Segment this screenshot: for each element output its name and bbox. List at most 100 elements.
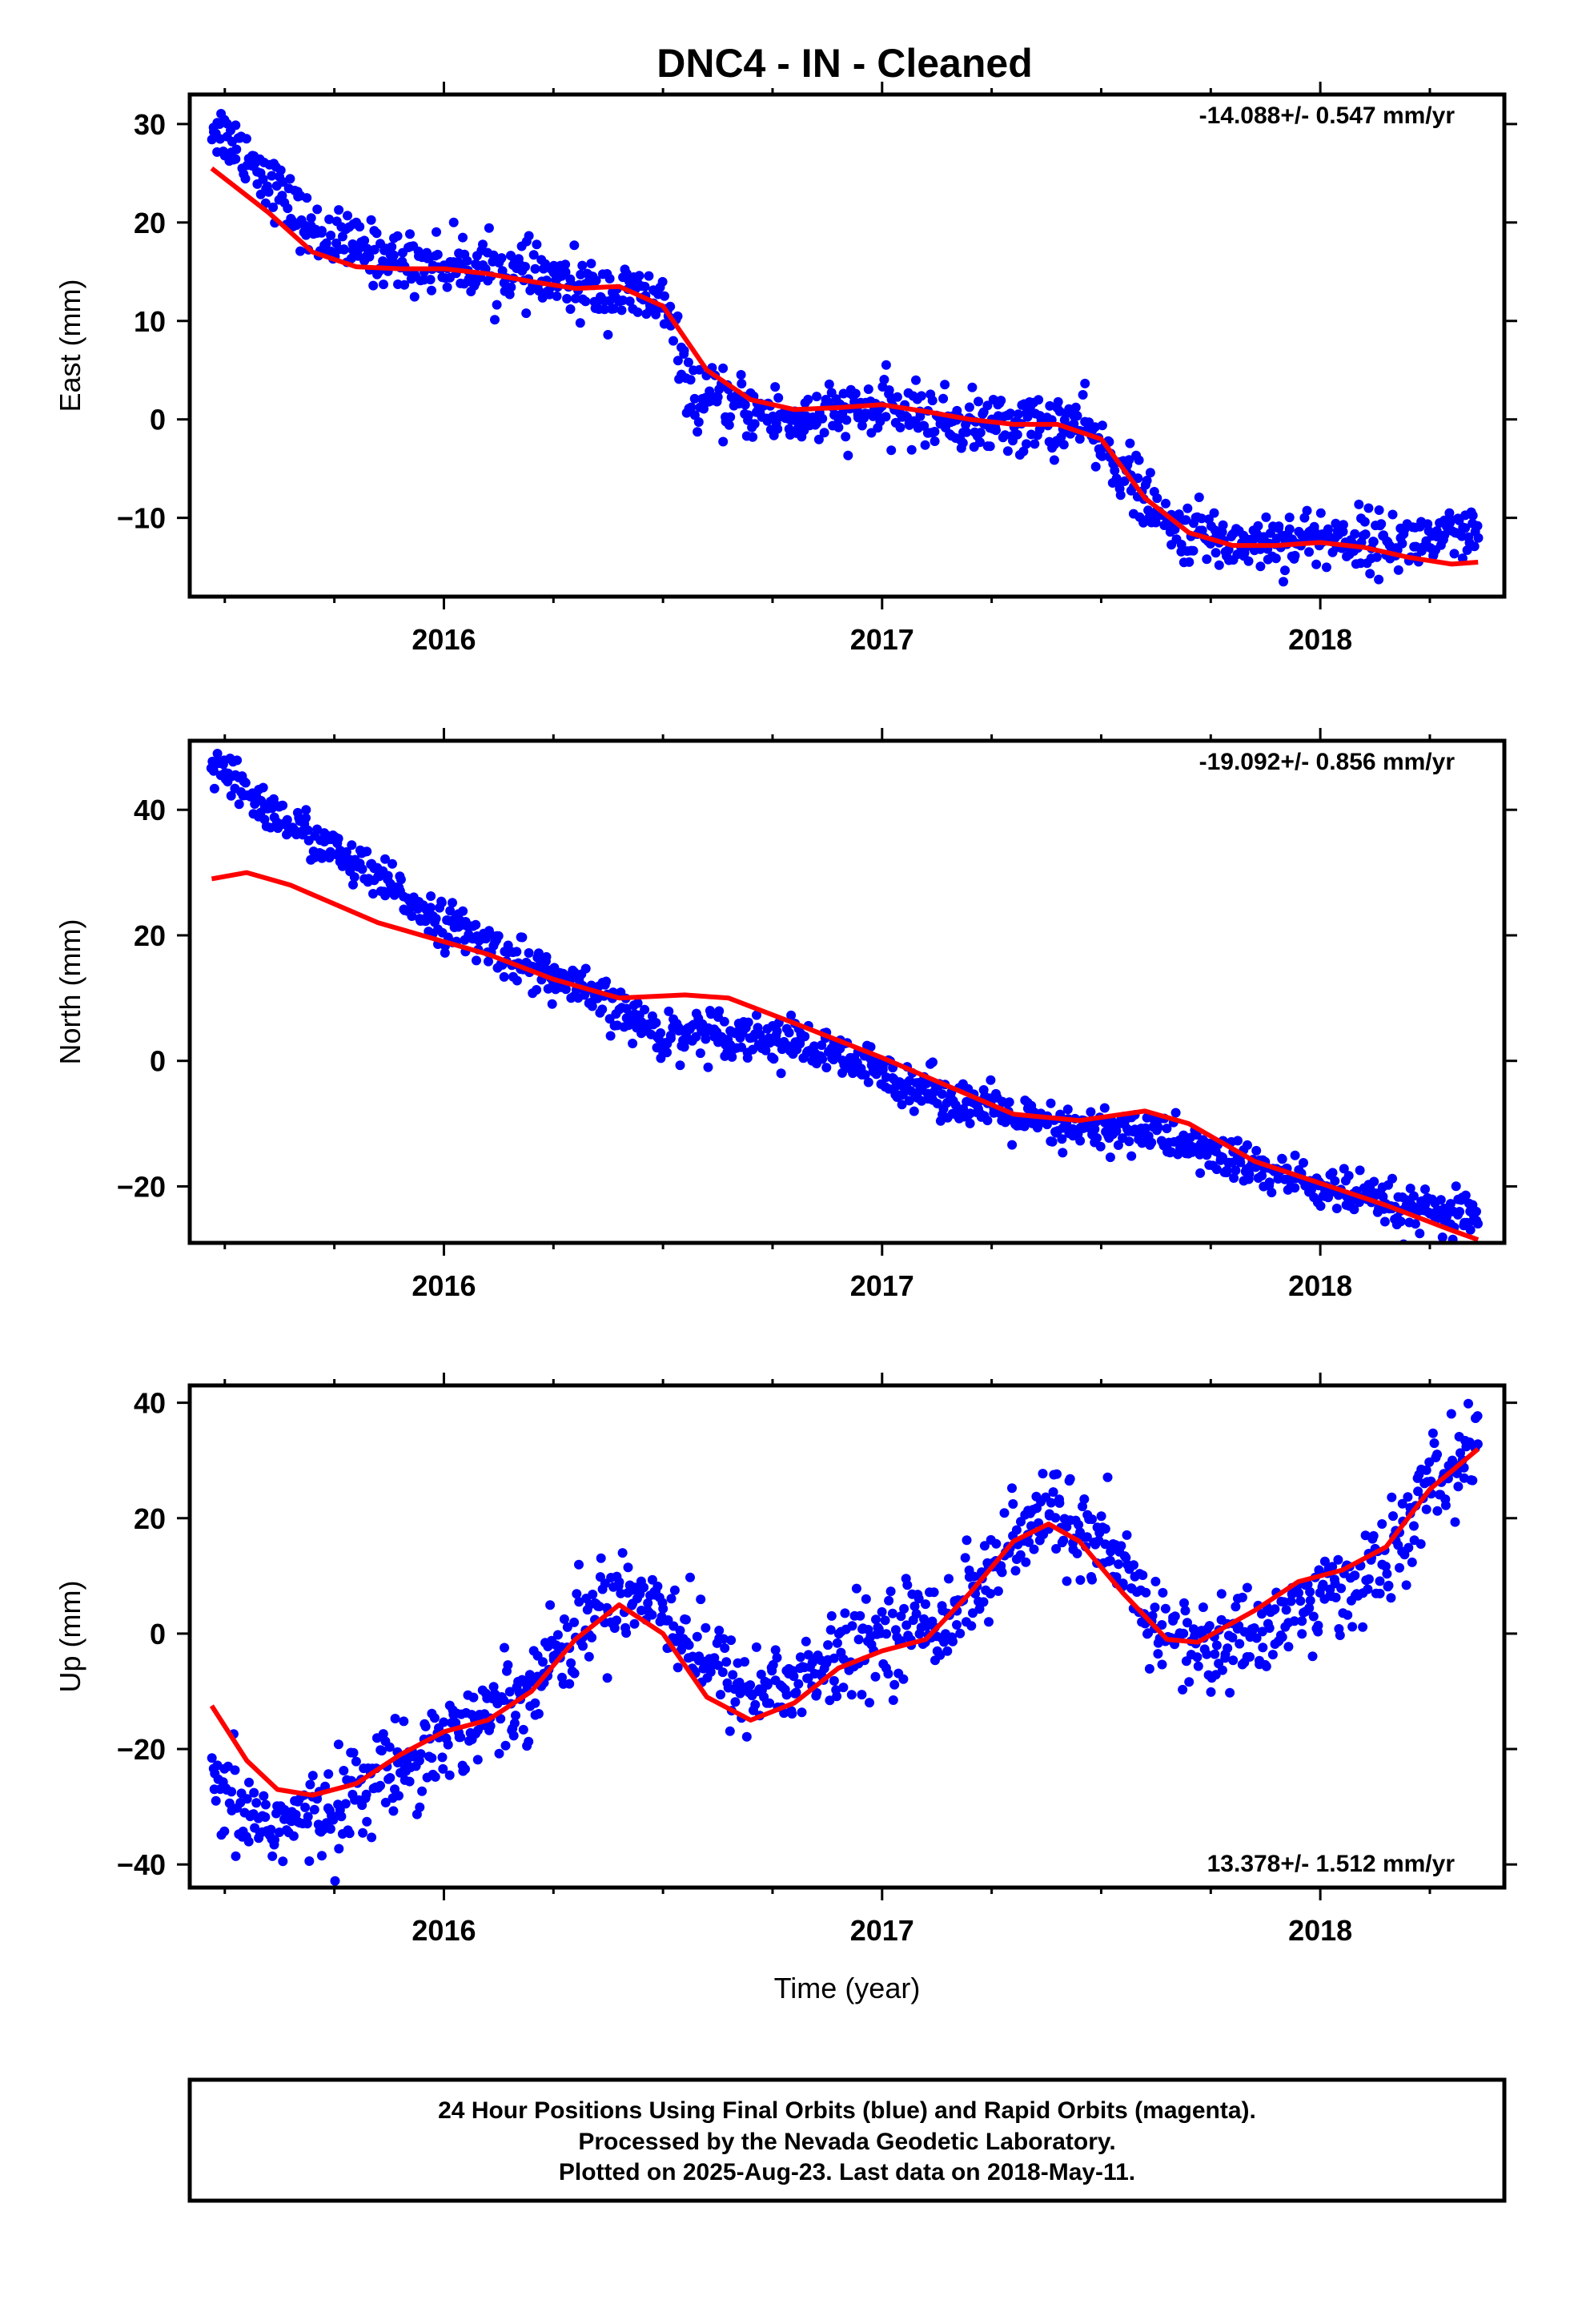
data-point — [1030, 439, 1040, 449]
x-tick-label: 2017 — [850, 1914, 914, 1947]
data-point — [1046, 1498, 1056, 1508]
data-point — [1473, 1219, 1483, 1229]
data-point — [1302, 505, 1312, 516]
data-point — [500, 1642, 509, 1653]
panel-3: 2016 2017 2018 −40 −20 0 20 40 Up (mm) Time (year… — [54, 1373, 1517, 2004]
rate-annotation: -19.092+/- 0.856 mm/yr — [1199, 749, 1456, 775]
data-point — [440, 947, 450, 958]
data-point — [427, 285, 436, 296]
data-point — [743, 410, 753, 420]
data-point — [1249, 1623, 1259, 1633]
data-point — [1380, 1562, 1391, 1571]
data-point — [437, 1752, 448, 1763]
data-point — [787, 1709, 797, 1719]
data-point — [1202, 554, 1212, 565]
data-point — [1360, 529, 1371, 540]
data-point — [817, 1040, 827, 1051]
data-point — [887, 1608, 897, 1618]
data-point — [662, 1047, 672, 1058]
data-point — [664, 1006, 674, 1016]
data-point — [552, 291, 562, 301]
data-point — [826, 1610, 837, 1621]
data-point — [369, 244, 379, 255]
data-point — [1304, 547, 1314, 557]
data-point — [362, 1816, 372, 1827]
data-point — [1286, 1596, 1296, 1606]
data-point — [975, 428, 986, 438]
data-point — [1455, 1207, 1465, 1216]
data-point — [1051, 1544, 1062, 1554]
data-point — [853, 1634, 864, 1645]
data-point — [520, 262, 530, 271]
panel-1: 2016 2017 2018 −10 0 10 20 30 East (mm) -14.088+/… — [54, 82, 1517, 656]
data-point — [975, 437, 985, 448]
data-point — [673, 356, 683, 366]
data-point — [348, 879, 358, 890]
data-point — [504, 289, 515, 300]
data-point — [399, 1716, 409, 1727]
data-point — [881, 1629, 892, 1639]
data-point — [966, 1621, 977, 1631]
data-point — [1363, 1574, 1374, 1584]
data-point — [639, 1582, 649, 1593]
data-point — [855, 1610, 865, 1621]
data-point — [904, 1096, 914, 1106]
data-point — [857, 420, 867, 431]
data-point — [333, 834, 343, 844]
data-point — [493, 931, 504, 941]
y-tick-label: 0 — [150, 404, 166, 436]
data-point — [1307, 1651, 1318, 1662]
data-point — [1102, 1472, 1113, 1482]
data-point — [791, 1687, 801, 1698]
data-point — [249, 1787, 259, 1798]
data-point — [884, 1595, 894, 1606]
data-point — [1257, 1609, 1267, 1619]
data-point — [303, 825, 313, 835]
data-point — [530, 1698, 540, 1708]
data-point — [605, 1031, 616, 1041]
data-point — [376, 1746, 387, 1756]
x-tick-label: 2016 — [412, 1914, 476, 1947]
data-point — [1024, 1537, 1034, 1547]
data-point — [569, 1617, 580, 1627]
data-point — [383, 870, 393, 881]
data-point — [379, 279, 388, 290]
data-point — [1004, 1097, 1014, 1108]
data-point — [274, 1827, 284, 1837]
data-point — [600, 304, 610, 315]
data-point — [1244, 1169, 1255, 1180]
data-point — [1110, 465, 1120, 476]
data-point — [617, 1548, 628, 1558]
data-point — [1225, 1687, 1235, 1698]
data-point — [652, 1581, 663, 1591]
data-point — [1369, 1176, 1379, 1187]
data-point — [847, 1621, 857, 1631]
data-point — [609, 304, 619, 314]
y-tick-label: 40 — [134, 1387, 166, 1420]
data-point — [1253, 521, 1263, 531]
data-point — [438, 1763, 448, 1774]
data-point — [824, 379, 834, 389]
data-point — [651, 1018, 661, 1028]
data-point — [958, 438, 968, 448]
data-point — [964, 402, 974, 412]
data-point — [1305, 1586, 1315, 1597]
data-point — [359, 235, 370, 246]
data-point — [713, 1660, 723, 1671]
data-point — [749, 419, 760, 429]
data-point — [415, 1802, 425, 1812]
data-point — [344, 1828, 355, 1839]
data-point — [870, 1671, 881, 1682]
data-point — [1170, 1611, 1180, 1622]
panel-2: 2016 2017 2018 −20 0 20 40 North (mm) -19.092+/-… — [54, 728, 1517, 1302]
data-point — [999, 1508, 1010, 1518]
data-point — [1439, 530, 1450, 541]
data-point — [1211, 548, 1221, 558]
data-point — [748, 432, 758, 442]
data-point — [832, 1691, 842, 1702]
data-point — [1315, 1201, 1326, 1211]
data-point — [518, 1724, 528, 1735]
data-point — [484, 223, 494, 233]
data-point — [632, 998, 643, 1008]
data-point — [417, 1786, 428, 1796]
